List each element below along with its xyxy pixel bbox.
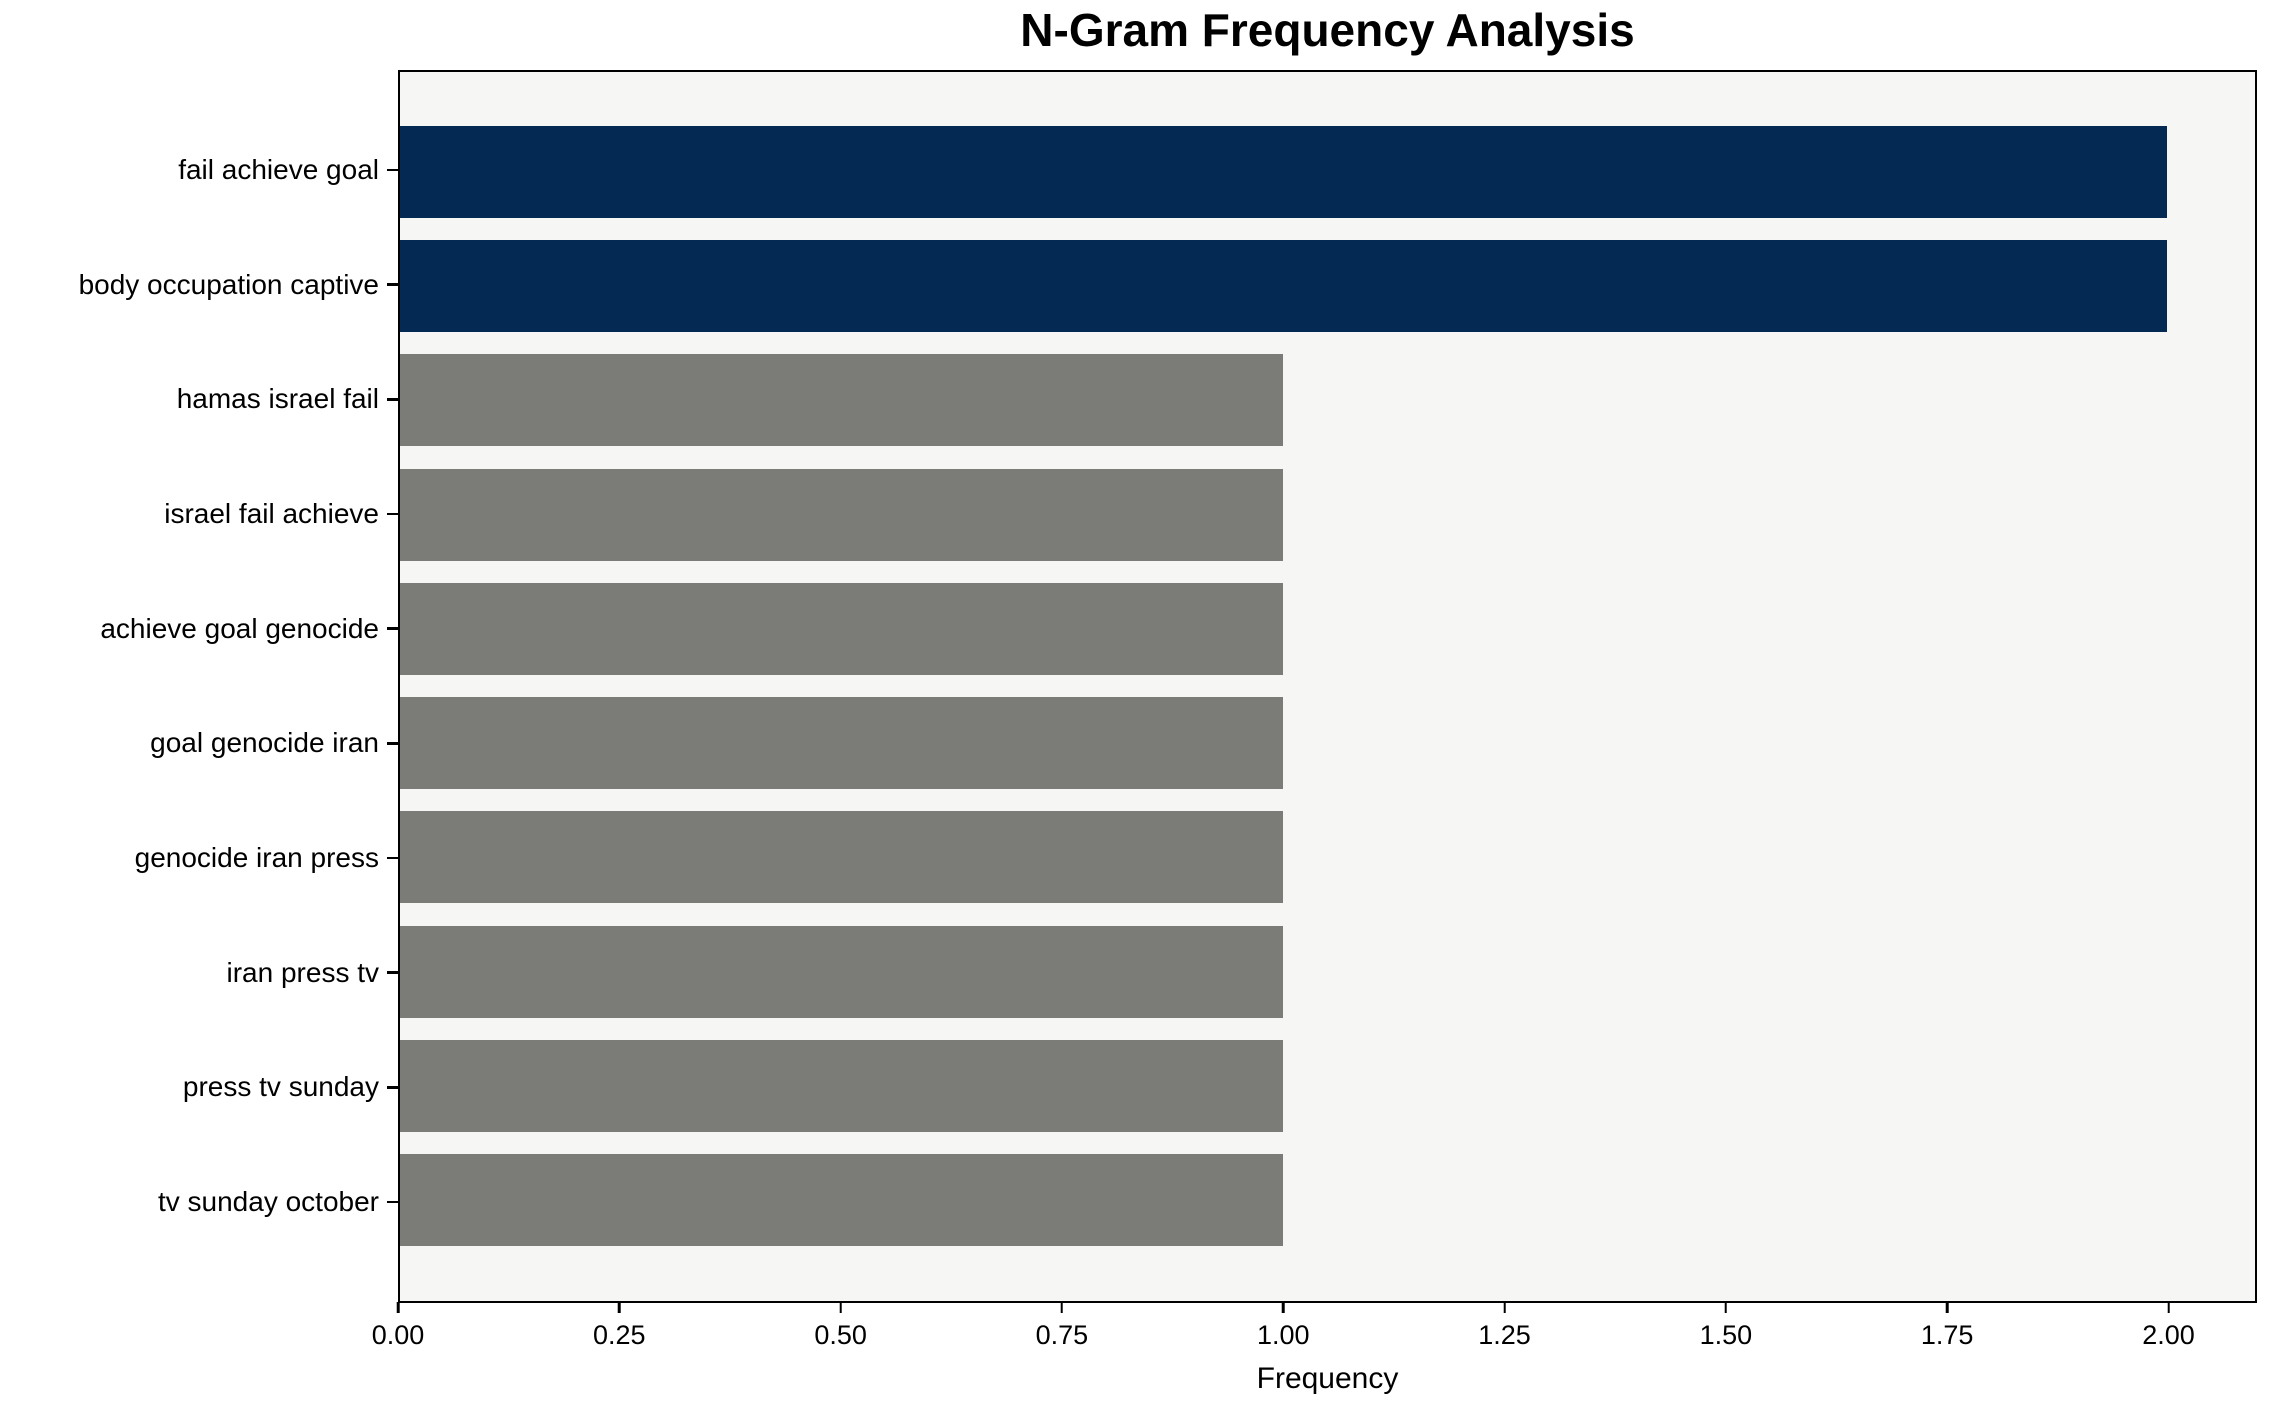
y-tick-row: hamas israel fail <box>0 353 398 445</box>
x-tick: 1.25 <box>1478 1302 1531 1351</box>
x-tick-mark <box>618 1302 621 1313</box>
bar-row <box>400 811 2255 904</box>
x-tick: 0.00 <box>371 1302 425 1351</box>
bar-row <box>400 468 2255 561</box>
bar-row <box>400 697 2255 790</box>
bar-achieve-goal-genocide <box>400 582 1284 675</box>
x-tick-label: 0.75 <box>1035 1320 1089 1350</box>
y-tick-label: achieve goal genocide <box>100 612 379 644</box>
y-tick-row: fail achieve goal <box>0 124 398 216</box>
y-tick-mark <box>387 742 398 745</box>
y-tick-mark <box>387 971 398 974</box>
y-tick-label: goal genocide iran <box>150 727 379 759</box>
y-tick-mark <box>387 168 398 172</box>
bar-hamas-israel-fail <box>400 354 1284 447</box>
y-tick-row: israel fail achieve <box>0 468 398 560</box>
bar-goal-genocide-iran <box>400 697 1284 790</box>
x-tick-label: 2.00 <box>2142 1320 2195 1350</box>
bar-row <box>400 1153 2255 1246</box>
y-tick-row: goal genocide iran <box>0 697 398 789</box>
y-tick-label: iran press tv <box>226 956 380 988</box>
x-tick-mark <box>396 1302 400 1313</box>
x-tick-mark <box>1281 1302 1285 1313</box>
y-tick-label: tv sunday october <box>157 1185 379 1217</box>
bar-row <box>400 925 2255 1018</box>
x-tick-mark <box>1724 1302 1728 1313</box>
bars-container <box>400 72 2255 1301</box>
y-tick-row: achieve goal genocide <box>0 583 398 675</box>
bar-tv-sunday-october <box>400 1153 1284 1246</box>
y-tick-label: press tv sunday <box>182 1071 379 1103</box>
bar-row <box>400 354 2255 447</box>
x-tick-mark <box>839 1302 842 1313</box>
x-tick-label: 0.00 <box>371 1320 425 1350</box>
y-tick-mark <box>387 283 398 286</box>
y-tick-label: hamas israel fail <box>176 383 379 415</box>
bar-body-occupation-captive <box>400 240 2167 333</box>
bar-press-tv-sunday <box>400 1039 1284 1132</box>
y-axis-labels: fail achieve goal body occupation captive… <box>0 70 398 1303</box>
bar-row <box>400 126 2255 218</box>
y-tick-mark <box>387 512 398 516</box>
x-tick: 2.00 <box>2142 1302 2195 1351</box>
x-tick-label: 1.50 <box>1699 1320 1753 1350</box>
bar-iran-press-tv <box>400 925 1284 1018</box>
chart-title: N-Gram Frequency Analysis <box>1020 4 1635 56</box>
y-tick-label: israel fail achieve <box>164 497 379 529</box>
y-tick-mark <box>387 1086 398 1089</box>
x-tick-label: 1.25 <box>1478 1320 1531 1350</box>
x-axis-label: Frequency <box>1256 1362 1399 1395</box>
x-tick-mark <box>2167 1302 2170 1313</box>
y-tick-row: body occupation captive <box>0 239 398 331</box>
y-tick-mark <box>387 1200 398 1204</box>
y-tick-row: iran press tv <box>0 927 398 1019</box>
bar-row <box>400 240 2255 333</box>
x-tick: 1.00 <box>1257 1302 1310 1351</box>
y-tick-mark <box>387 398 398 401</box>
x-tick-label: 1.75 <box>1920 1320 1974 1350</box>
bar-genocide-iran-press <box>400 811 1284 904</box>
y-tick-row: genocide iran press <box>0 812 398 904</box>
x-tick-label: 0.50 <box>814 1320 867 1350</box>
y-tick-label: fail achieve goal <box>178 154 379 185</box>
x-tick-mark <box>1945 1302 1949 1313</box>
x-tick: 1.75 <box>1920 1302 1974 1351</box>
y-tick-label: body occupation captive <box>78 268 379 300</box>
bar-fail-achieve-goal <box>400 126 2167 218</box>
plot-area <box>398 70 2257 1303</box>
x-tick-label: 0.25 <box>593 1320 646 1350</box>
y-tick-label: genocide iran press <box>134 841 379 873</box>
y-tick-row: press tv sunday <box>0 1041 398 1133</box>
x-tick-mark <box>1503 1302 1506 1313</box>
x-tick-mark <box>1060 1302 1064 1313</box>
y-tick-row: tv sunday october <box>0 1156 398 1248</box>
y-tick-mark <box>387 627 398 630</box>
bar-israel-fail-achieve <box>400 468 1284 561</box>
x-tick: 0.25 <box>593 1302 646 1351</box>
bar-row <box>400 582 2255 675</box>
x-tick: 0.75 <box>1035 1302 1089 1351</box>
x-tick-label: 1.00 <box>1256 1320 1310 1350</box>
bar-row <box>400 1039 2255 1132</box>
x-axis-ticks: 0.00 0.25 0.50 0.75 1.00 1.25 1.50 1.75 2.00 <box>372 1302 2257 1372</box>
x-tick: 0.50 <box>814 1302 867 1351</box>
y-tick-mark <box>387 856 398 860</box>
x-tick: 1.50 <box>1699 1302 1753 1351</box>
